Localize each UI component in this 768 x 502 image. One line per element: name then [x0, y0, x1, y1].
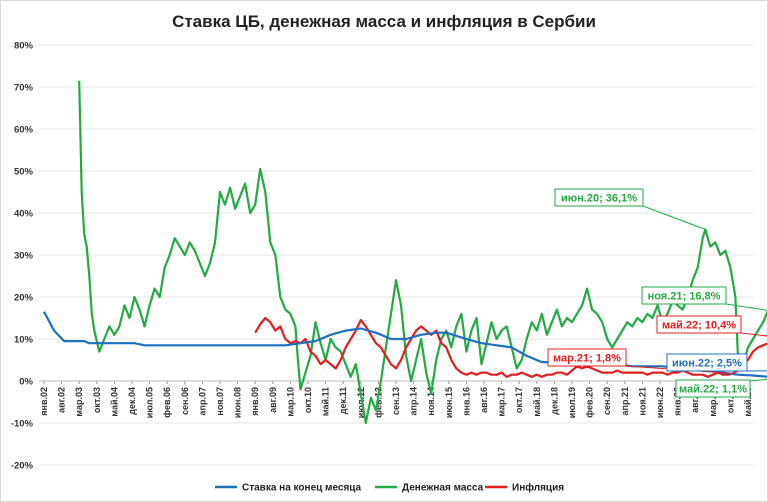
x-tick-label: апр.14: [409, 387, 419, 415]
series-line-1: [78, 80, 767, 425]
x-tick-label: окт.10: [303, 387, 313, 413]
x-tick-label: янв.23: [673, 387, 683, 416]
x-tick-label: май.11: [321, 387, 331, 416]
x-tick-label: мар.24: [708, 387, 718, 417]
y-tick-label: 80%: [14, 41, 34, 52]
x-tick-label: май.18: [532, 387, 542, 417]
x-tick-label: мар.03: [74, 387, 84, 417]
x-tick-label: апр.21: [620, 387, 630, 415]
annotation-label: июн.22; 2,5%: [672, 358, 742, 370]
chart-title: Ставка ЦБ, денежная масса и инфляция в С…: [172, 12, 596, 31]
x-tick-label: июл.12: [356, 387, 366, 418]
x-tick-label: ноя.21: [637, 387, 647, 416]
series-line-2: [254, 316, 767, 378]
y-tick-label: 10%: [14, 335, 34, 346]
x-tick-label: авг.23: [690, 387, 700, 413]
x-tick-label: окт.24: [725, 387, 735, 413]
annotation-box: [666, 353, 748, 372]
x-tick-label: мар.10: [285, 387, 295, 417]
y-tick-label: -10%: [11, 419, 34, 430]
x-tick-label: янв.16: [461, 387, 471, 416]
legend-label: Ставка на конец месяца: [242, 483, 362, 494]
x-tick-label: июн.08: [233, 387, 243, 418]
x-tick-label: дек.04: [127, 387, 137, 415]
x-tick-label: апр.07: [197, 387, 207, 415]
x-tick-label: сен.06: [180, 387, 190, 415]
x-tick-label: авг.02: [57, 387, 67, 413]
x-tick-label: янв.09: [250, 387, 260, 416]
annotation-box: [675, 379, 751, 398]
x-tick-label: окт.03: [92, 387, 102, 413]
y-tick-label: -20%: [11, 461, 34, 472]
x-tick-label: авг.09: [268, 387, 278, 413]
x-tick-label: ноя.14: [426, 387, 436, 416]
x-tick-label: янв.02: [39, 387, 49, 416]
x-axis: янв.02 авг.02 мар.03 окт.03 май.04 дек.04 июл.…: [39, 381, 753, 418]
x-tick-label: июн.22: [655, 387, 665, 418]
y-tick-label: 70%: [14, 83, 34, 94]
x-tick-label: фев.06: [162, 387, 172, 418]
annotation-leader: [642, 205, 706, 230]
legend-label: Денежная масса: [402, 483, 484, 494]
y-tick-label: 50%: [14, 167, 34, 178]
series-lines: [43, 80, 767, 425]
x-tick-label: дек.11: [338, 387, 348, 414]
x-tick-label: май.04: [109, 387, 119, 417]
annotation-box: [641, 286, 727, 305]
x-tick-label: фев.20: [585, 387, 595, 418]
annotation-label: май.22; 10,4%: [662, 320, 736, 332]
annotation-leader: [740, 332, 767, 337]
annotations: июн.20; 36,1% ноя.21; 16,8% май.22; 10,4% м…: [547, 188, 767, 398]
y-tick-label: 60%: [14, 125, 34, 136]
y-tick-label: 0%: [19, 377, 33, 388]
x-tick-label: мар.17: [497, 387, 507, 417]
annotation-leader: [725, 303, 767, 311]
annotation-label: июн.20; 36,1%: [561, 193, 637, 205]
gridlines: [39, 44, 753, 466]
x-tick-label: сен.13: [391, 387, 401, 415]
legend-label: Инфляция: [512, 482, 564, 494]
x-tick-label: фев.13: [373, 387, 383, 418]
x-tick-label: июл.05: [145, 387, 155, 418]
x-tick-label: июл.19: [567, 387, 577, 418]
x-tick-label: ноя.07: [215, 387, 225, 416]
annotation-label: ноя.21; 16,8%: [648, 291, 721, 303]
x-tick-label: дек.18: [549, 387, 559, 415]
x-tick-label: сен.20: [602, 387, 612, 415]
y-tick-label: 20%: [14, 293, 34, 304]
x-tick-label: май.25: [743, 387, 753, 417]
annotation-leader: [749, 378, 767, 382]
annotation-box: [554, 188, 644, 207]
annotation-label: май.22; 1,1%: [679, 384, 747, 396]
x-tick-label: окт.17: [514, 387, 524, 413]
annotation-box: [656, 315, 742, 334]
y-tick-label: 30%: [14, 251, 34, 262]
x-tick-label: июн.15: [444, 387, 454, 418]
annotation-leader: [746, 370, 767, 372]
annotation-label: мар.21; 1,8%: [553, 353, 621, 365]
y-axis: -20% -10% 0% 10% 20% 30% 40% 50% 60% 70% 80%: [11, 41, 34, 472]
x-tick-label: авг.16: [479, 387, 489, 413]
legend: Ставка на конец месяца Денежная масса Инфл…: [215, 482, 564, 494]
y-tick-label: 40%: [14, 209, 34, 220]
annotation-box: [547, 348, 627, 367]
